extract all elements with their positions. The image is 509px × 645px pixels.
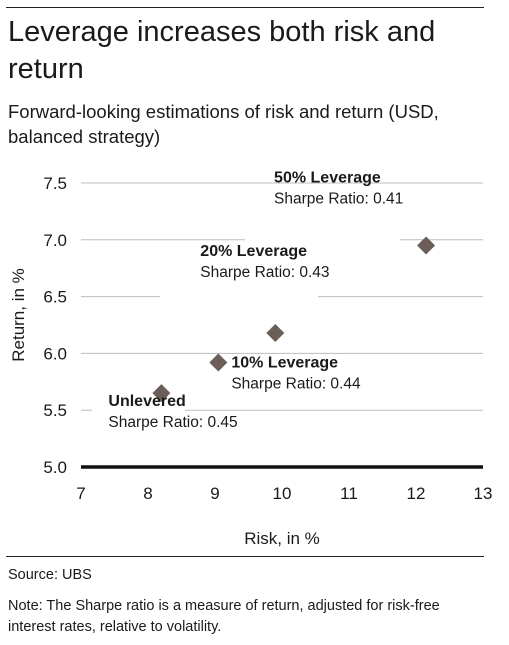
data-point-marker xyxy=(209,353,228,372)
data-point-sharpe-label: Sharpe Ratio: 0.44 xyxy=(231,375,361,392)
data-point-marker xyxy=(152,384,171,403)
data-point-marker xyxy=(417,236,436,255)
y-tick-label: 5.5 xyxy=(43,401,67,420)
x-tick-label: 11 xyxy=(340,484,358,503)
x-axis-label: Risk, in % xyxy=(244,529,320,548)
data-point-label: 20% Leverage xyxy=(200,243,307,260)
data-point-marker xyxy=(266,323,285,342)
chart-title: Leverage increases both risk and return xyxy=(8,16,436,85)
data-point-label: 10% Leverage xyxy=(231,354,338,371)
bottom-rule xyxy=(6,556,484,557)
top-rule xyxy=(6,7,484,8)
y-tick-label: 7.0 xyxy=(43,231,67,250)
scatter-chart: 5.0 5.5 6.0 6.5 7.0 7.5 7 8 9 10 11 12 13 Risk, in % R… xyxy=(9,169,493,548)
data-point-label: Unlevered xyxy=(108,393,185,410)
y-tick-label: 5.0 xyxy=(43,458,67,477)
x-tick-label: 9 xyxy=(210,484,219,503)
data-point-sharpe-label: Sharpe Ratio: 0.43 xyxy=(200,264,329,281)
chart-subtitle: Forward-looking estimations of risk and … xyxy=(8,101,439,147)
x-tick-label: 8 xyxy=(143,484,152,503)
x-tick-label: 12 xyxy=(407,484,426,503)
y-tick-label: 7.5 xyxy=(43,174,67,193)
data-point-sharpe-label: Sharpe Ratio: 0.45 xyxy=(108,414,237,431)
data-point-label: 50% Leverage xyxy=(274,169,381,186)
footnote: Note: The Sharpe ratio is a measure of r… xyxy=(8,598,440,635)
x-tick-label: 13 xyxy=(474,484,493,503)
x-tick-label: 7 xyxy=(76,484,85,503)
source-note: Source: UBS xyxy=(8,567,92,583)
data-point-sharpe-label: Sharpe Ratio: 0.41 xyxy=(274,190,403,207)
x-tick-label: 10 xyxy=(273,484,292,503)
y-tick-label: 6.0 xyxy=(43,344,67,363)
y-tick-label: 6.5 xyxy=(43,288,67,307)
y-axis-label: Return, in % xyxy=(9,268,28,362)
